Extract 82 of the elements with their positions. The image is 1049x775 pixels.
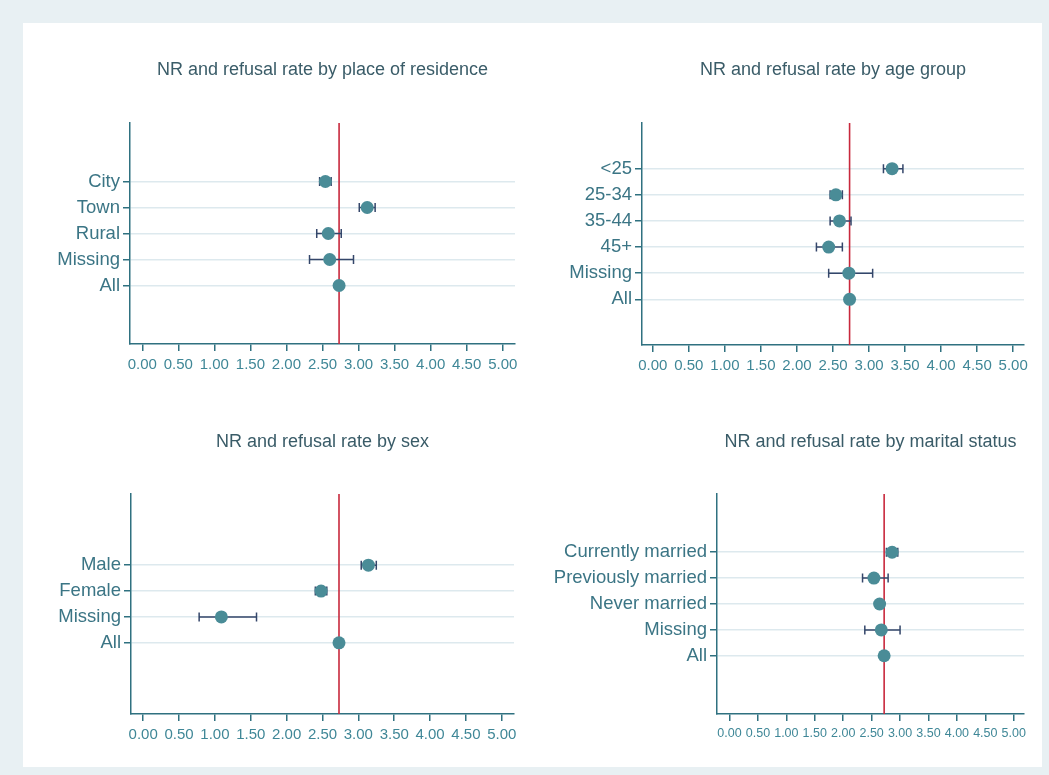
x-tick-label: 3.50 (916, 725, 941, 740)
x-tick-label: 3.50 (380, 355, 410, 373)
y-tick-label: Missing (644, 617, 707, 639)
x-tick-label: 1.50 (236, 725, 266, 743)
x-tick-label: 0.50 (164, 725, 194, 743)
y-tick-label: 25-34 (584, 182, 632, 204)
x-tick-label: 2.00 (272, 725, 302, 743)
x-tick-label: 4.50 (973, 725, 998, 740)
x-tick-label: 2.00 (831, 725, 856, 740)
chart-title: NR and refusal rate by marital status (724, 430, 1017, 451)
y-tick-label: 45+ (600, 235, 632, 257)
x-tick-label: 2.00 (271, 355, 302, 373)
y-tick-label: Rural (75, 221, 120, 243)
x-tick-label: 2.00 (782, 356, 812, 374)
x-tick-label: 3.00 (343, 725, 373, 743)
x-tick-label: 5.00 (488, 355, 518, 373)
y-tick-label: 35-44 (584, 209, 632, 231)
y-tick-label: Currently married (564, 540, 707, 562)
x-tick-label: 4.00 (926, 356, 956, 374)
y-tick-label: All (99, 273, 120, 295)
x-tick-label: 3.50 (890, 356, 920, 374)
x-tick-label: 0.00 (128, 725, 158, 743)
y-tick-label: Missing (569, 261, 632, 283)
y-tick-label: Town (76, 195, 120, 217)
point (885, 162, 899, 176)
x-tick-label: 2.50 (307, 355, 338, 373)
chart-title: NR and refusal rate by age group (699, 58, 967, 79)
y-tick-label: <25 (600, 156, 632, 178)
point (842, 266, 856, 280)
point (832, 214, 846, 228)
x-tick-label: 0.50 (674, 356, 704, 374)
x-tick-label: 5.00 (487, 725, 517, 743)
y-tick-label: Female (59, 579, 121, 601)
point (874, 623, 888, 637)
x-tick-label: 2.50 (307, 725, 338, 743)
x-tick-label: 1.00 (199, 355, 229, 373)
x-tick-label: 1.50 (746, 356, 776, 374)
y-tick-label: Male (80, 553, 121, 575)
x-tick-label: 0.00 (717, 725, 742, 740)
y-tick-label: Never married (589, 592, 707, 614)
x-tick-label: 4.00 (944, 725, 970, 740)
x-tick-label: 4.00 (415, 725, 445, 743)
y-tick-label: All (100, 630, 121, 652)
x-tick-label: 2.50 (859, 725, 884, 740)
chart-title: NR and refusal rate by place of residence (156, 58, 489, 79)
x-tick-label: 3.00 (854, 356, 884, 374)
point (332, 279, 346, 292)
x-tick-label: 3.00 (343, 355, 374, 373)
x-tick-label: 4.50 (452, 355, 482, 373)
x-tick-label: 5.00 (1001, 725, 1026, 740)
x-tick-label: 1.00 (774, 725, 799, 740)
x-tick-label: 1.00 (710, 356, 740, 374)
x-tick-label: 4.50 (962, 356, 992, 374)
y-tick-label: Previously married (553, 566, 707, 588)
y-tick-label: All (611, 287, 632, 309)
x-tick-label: 0.50 (163, 355, 193, 373)
point (843, 292, 857, 306)
x-tick-label: 0.50 (745, 725, 771, 740)
x-tick-label: 4.50 (451, 725, 481, 743)
x-tick-label: 0.00 (638, 356, 668, 374)
x-tick-label: 4.00 (416, 355, 446, 373)
point (877, 649, 891, 663)
x-tick-label: 2.50 (818, 356, 848, 374)
x-tick-label: 1.00 (200, 725, 230, 743)
x-tick-label: 3.00 (887, 725, 913, 740)
x-tick-label: 1.50 (235, 355, 265, 373)
point (214, 610, 228, 624)
x-tick-label: 0.00 (127, 355, 157, 373)
y-tick-label: All (686, 643, 707, 665)
point (321, 227, 335, 240)
y-tick-label: Missing (57, 247, 120, 269)
y-tick-label: Missing (58, 605, 121, 627)
x-tick-label: 5.00 (998, 356, 1028, 374)
point (822, 240, 836, 254)
chart-title: NR and refusal rate by sex (215, 430, 430, 451)
x-tick-label: 1.50 (802, 725, 827, 740)
x-tick-label: 3.50 (379, 725, 409, 743)
point (332, 636, 346, 650)
point (873, 597, 887, 611)
point (323, 253, 337, 266)
point (867, 571, 881, 585)
y-tick-label: City (88, 169, 121, 191)
